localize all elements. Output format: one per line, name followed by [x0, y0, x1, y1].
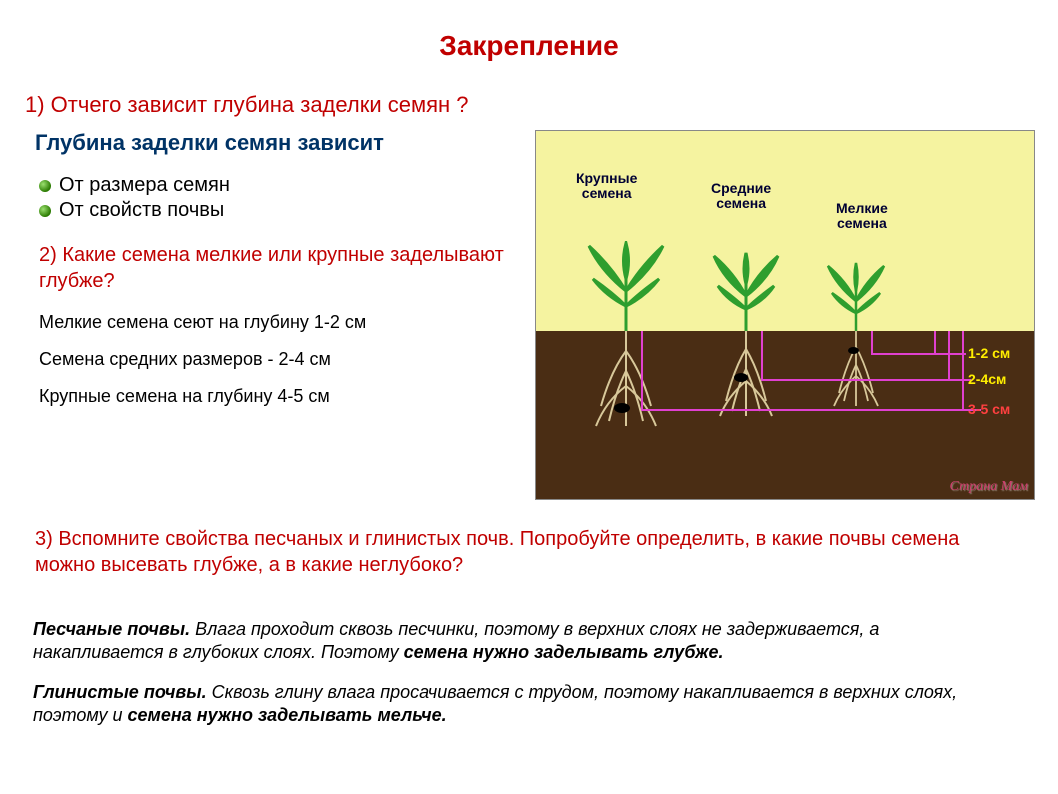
label-small-seeds: Мелкиесемена — [836, 201, 888, 232]
guide-vr-3 — [962, 331, 964, 411]
guide-vr-1 — [934, 331, 936, 355]
seed-large — [614, 403, 630, 413]
seed-medium — [734, 373, 748, 382]
clay-lead: Глинистые почвы. — [33, 682, 207, 702]
bullet-text: От размера семян — [59, 174, 230, 197]
bullet-item: От размера семян — [39, 174, 515, 197]
guide-vr-2 — [948, 331, 950, 381]
soil-answers: Песчаные почвы. Влага проходит сквозь пе… — [33, 618, 1013, 728]
diagram-container: Крупныесемена Средниесемена Мелкиесемена — [535, 130, 1035, 500]
clay-soil-answer: Глинистые почвы. Сквозь глину влага прос… — [33, 681, 1013, 728]
bullet-text: От свойств почвы — [59, 199, 224, 222]
guide-h-2 — [761, 379, 971, 381]
seed-depth-diagram: Крупныесемена Средниесемена Мелкиесемена — [535, 130, 1035, 500]
plant-small — [821, 261, 891, 421]
watermark: Страна Мам — [950, 479, 1029, 495]
guide-v-large — [641, 331, 643, 411]
sandy-em: семена нужно заделывать глубже. — [404, 642, 724, 662]
subheading: Глубина заделки семян зависит — [35, 130, 515, 156]
guide-h-1 — [871, 353, 966, 355]
question-3: 3) Вспомните свойства песчаных и глинист… — [35, 526, 1013, 578]
question-1: 1) Отчего зависит глубина заделки семян … — [25, 92, 1033, 118]
depth-2-4: 2-4см — [968, 371, 1006, 387]
bullet-list: От размера семян От свойств почвы — [39, 174, 515, 222]
guide-v-small — [871, 331, 873, 355]
bullet-icon — [39, 205, 51, 217]
bullet-item: От свойств почвы — [39, 199, 515, 222]
left-column: Глубина заделки семян зависит От размера… — [25, 130, 515, 500]
seed-small — [848, 347, 859, 354]
question-2: 2) Какие семена мелкие или крупные задел… — [39, 242, 515, 294]
depth-1-2: 1-2 см — [968, 345, 1010, 361]
answer-large: Крупные семена на глубину 4-5 см — [39, 386, 515, 407]
plant-medium — [706, 251, 786, 431]
answer-small: Мелкие семена сеют на глубину 1-2 см — [39, 312, 515, 333]
content-row: Глубина заделки семян зависит От размера… — [25, 130, 1033, 500]
page-title: Закрепление — [25, 30, 1033, 62]
guide-v-medium — [761, 331, 763, 381]
answer-medium: Семена средних размеров - 2-4 см — [39, 349, 515, 370]
depth-3-5: 3-5 см — [968, 401, 1010, 417]
label-medium-seeds: Средниесемена — [711, 181, 771, 212]
clay-em: семена нужно заделывать мельче. — [128, 705, 447, 725]
label-large-seeds: Крупныесемена — [576, 171, 637, 202]
guide-h-3 — [641, 409, 981, 411]
bullet-icon — [39, 180, 51, 192]
sandy-lead: Песчаные почвы. — [33, 619, 190, 639]
sandy-soil-answer: Песчаные почвы. Влага проходит сквозь пе… — [33, 618, 1013, 665]
